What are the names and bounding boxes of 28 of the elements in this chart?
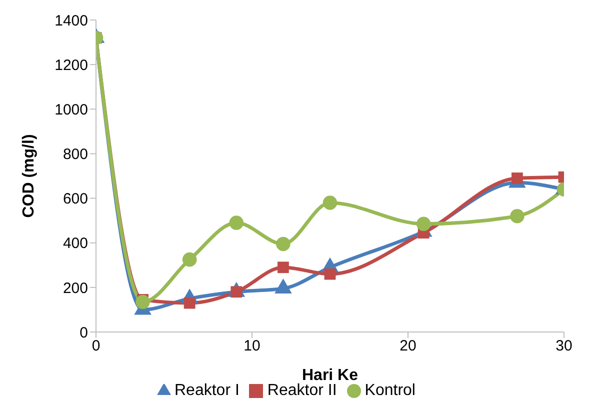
point xyxy=(276,236,290,252)
point xyxy=(229,216,244,230)
y-tick-label: 0 xyxy=(80,324,88,342)
legend-label: Reaktor II xyxy=(267,382,337,399)
point xyxy=(184,297,196,309)
y-tick-label: 1000 xyxy=(54,101,88,118)
point xyxy=(182,252,197,267)
y-tick-label: 800 xyxy=(62,146,88,164)
point xyxy=(278,262,289,274)
point xyxy=(510,208,524,224)
point xyxy=(324,268,336,280)
point xyxy=(322,196,338,210)
legend-label: Kontrol xyxy=(364,382,416,399)
point xyxy=(136,294,150,310)
y-tick-label: 1400 xyxy=(54,12,88,30)
x-tick-label: 30 xyxy=(556,338,572,355)
y-tick-label: 200 xyxy=(62,280,88,297)
x-axis-title: Hari Ke xyxy=(302,367,358,384)
y-tick-label: 400 xyxy=(62,235,88,252)
point xyxy=(416,216,431,232)
x-tick-label: 20 xyxy=(400,338,416,355)
y-axis-title: COD (mg/l) xyxy=(20,134,38,218)
point xyxy=(512,172,523,184)
y-tick-label: 1200 xyxy=(54,56,88,74)
x-tick-label: 10 xyxy=(244,338,260,355)
legend-label: Reaktor I xyxy=(174,382,240,399)
x-tick-label: 0 xyxy=(92,338,100,355)
y-tick-label: 600 xyxy=(62,190,88,208)
